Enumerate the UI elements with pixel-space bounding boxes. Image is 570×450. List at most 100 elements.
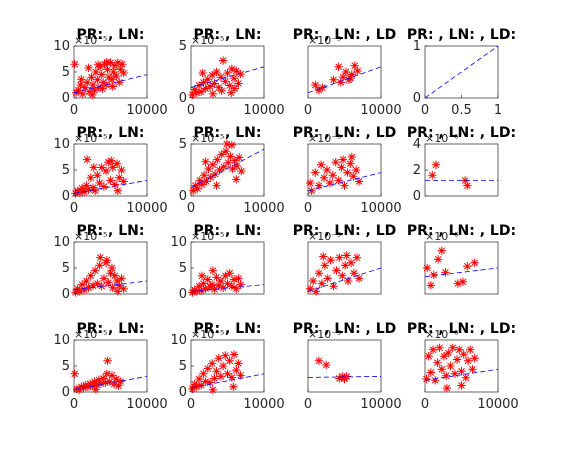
- data-point: [340, 181, 349, 190]
- x-tick-label: 10000: [360, 397, 401, 412]
- subplot-15: 0 10000 ×10⁻⁵PR: , LN: , LD: [293, 321, 402, 412]
- data-point: [314, 356, 324, 365]
- data-point: [207, 280, 217, 289]
- data-point: [90, 266, 100, 275]
- data-point: [311, 287, 321, 296]
- data-point: [466, 345, 475, 354]
- data-point: [78, 89, 87, 99]
- fit-line: [308, 172, 381, 192]
- subplot-title: PR: , LN: , LD: [293, 125, 397, 141]
- data-point: [236, 69, 245, 79]
- data-point: [110, 271, 120, 280]
- data-point: [88, 90, 97, 100]
- y-tick-label: 1: [413, 39, 421, 54]
- data-point: [230, 84, 239, 93]
- data-point: [311, 168, 320, 177]
- data-point: [103, 356, 112, 365]
- data-point: [106, 176, 115, 185]
- data-point: [93, 60, 103, 69]
- data-point: [424, 352, 433, 361]
- data-point: [77, 75, 86, 84]
- data-point: [316, 160, 326, 169]
- data-point: [431, 376, 440, 385]
- data-point: [210, 374, 219, 383]
- data-point: [229, 382, 238, 391]
- x-tick-label: 10000: [126, 397, 167, 412]
- data-point: [232, 175, 241, 184]
- data-point: [441, 371, 451, 380]
- data-markers: [314, 356, 351, 384]
- y-tick-label: 10: [53, 137, 70, 152]
- data-point: [199, 279, 208, 288]
- subplot-title: PR: , LN: , LD:: [407, 125, 516, 141]
- data-point: [75, 188, 85, 198]
- data-point: [208, 160, 218, 169]
- data-point: [89, 163, 98, 172]
- data-point: [354, 274, 364, 283]
- data-point: [305, 284, 315, 293]
- data-point: [221, 77, 230, 86]
- data-point: [341, 261, 350, 270]
- data-point: [101, 258, 111, 267]
- data-point: [98, 84, 107, 93]
- data-point: [219, 162, 229, 172]
- data-point: [334, 62, 343, 71]
- x-tick-label: 10000: [360, 103, 401, 118]
- y-tick-label: 5: [62, 65, 70, 80]
- subplot-11: ×10⁻⁵PR: , LN: , LD: [293, 223, 396, 296]
- data-point: [229, 350, 239, 359]
- data-point: [109, 67, 118, 77]
- data-point: [353, 66, 362, 76]
- data-point: [77, 382, 86, 391]
- y-exponent-label: ×10⁻⁵: [191, 132, 224, 145]
- data-point: [104, 278, 113, 287]
- data-point: [323, 274, 332, 283]
- fit-line: [191, 284, 264, 292]
- subplot-13: 0 10000 0 5 10 ×10⁻⁵PR: , LN:: [53, 321, 167, 412]
- data-point: [227, 140, 237, 150]
- data-point: [331, 158, 340, 167]
- data-point: [223, 369, 232, 378]
- data-point: [428, 171, 437, 180]
- data-point: [311, 80, 320, 90]
- data-point: [308, 276, 318, 286]
- data-point: [232, 66, 241, 76]
- data-point: [108, 283, 117, 292]
- data-point: [201, 284, 210, 293]
- data-point: [88, 281, 98, 290]
- data-point: [237, 166, 246, 176]
- data-point: [329, 282, 338, 291]
- data-point: [77, 184, 87, 193]
- data-point: [213, 155, 222, 164]
- data-markers: [422, 246, 479, 290]
- data-point: [458, 277, 468, 287]
- x-tick-label: 10000: [126, 103, 167, 118]
- axes-box: [424, 143, 499, 197]
- data-point: [96, 379, 106, 388]
- data-point: [92, 380, 101, 389]
- y-tick-label: 5: [179, 359, 187, 374]
- y-tick-label: 10: [53, 235, 70, 250]
- data-point: [346, 258, 356, 267]
- data-point: [341, 67, 351, 77]
- fit-line: [308, 267, 381, 292]
- x-tick-label: 0: [421, 397, 429, 412]
- data-point: [226, 88, 236, 97]
- data-point: [192, 88, 202, 97]
- data-point: [234, 79, 243, 88]
- data-markers: [305, 251, 364, 296]
- data-point: [232, 365, 241, 375]
- data-point: [314, 86, 324, 95]
- data-point: [232, 284, 241, 293]
- x-tick-label: 0: [70, 201, 78, 216]
- data-point: [470, 354, 479, 363]
- data-point: [114, 381, 123, 390]
- data-point: [314, 181, 324, 190]
- x-tick-label: 1: [494, 103, 502, 118]
- data-point: [227, 282, 237, 291]
- data-point: [82, 155, 92, 164]
- data-point: [334, 176, 343, 185]
- y-exponent-label: ×10⁻⁶: [425, 230, 459, 243]
- data-point: [354, 177, 364, 186]
- data-point: [349, 269, 359, 278]
